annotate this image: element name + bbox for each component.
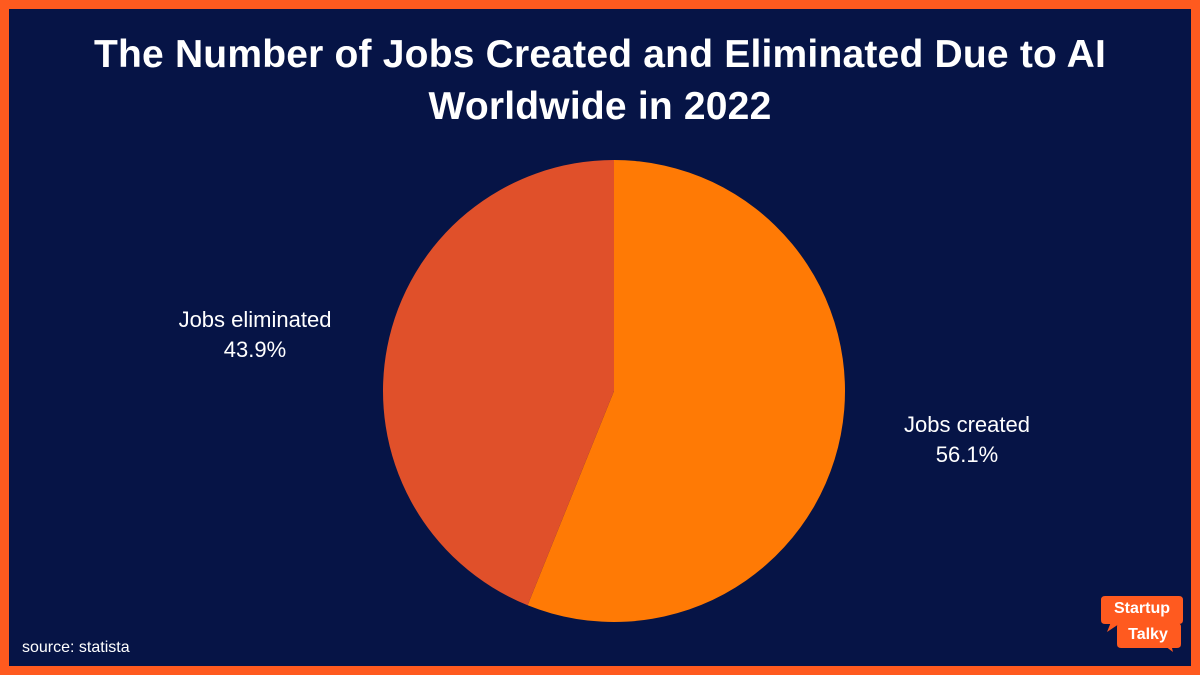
pie-slice-jobs-eliminated	[382, 160, 614, 606]
logo-text-startup: Startup	[1114, 600, 1170, 617]
label-jobs-eliminated-name: Jobs eliminated	[178, 307, 332, 332]
chart-canvas: The Number of Jobs Created and Eliminate…	[9, 9, 1191, 666]
speech-bubble-icon	[1101, 596, 1183, 652]
pie-chart	[382, 160, 845, 622]
startuptalky-logo: Startup Talky	[1099, 594, 1185, 652]
label-jobs-eliminated-value: 43.9%	[223, 337, 287, 362]
pie-slice-jobs-created	[527, 160, 845, 622]
label-jobs-created: Jobs created 56.1%	[847, 410, 1087, 470]
logo-text-talky: Talky	[1128, 626, 1168, 643]
label-jobs-created-name: Jobs created	[904, 412, 1030, 437]
label-jobs-created-value: 56.1%	[935, 442, 999, 467]
chart-title: The Number of Jobs Created and Eliminate…	[93, 33, 1107, 128]
label-jobs-eliminated: Jobs eliminated 43.9%	[135, 305, 375, 365]
source-note: source: statista	[22, 639, 130, 656]
